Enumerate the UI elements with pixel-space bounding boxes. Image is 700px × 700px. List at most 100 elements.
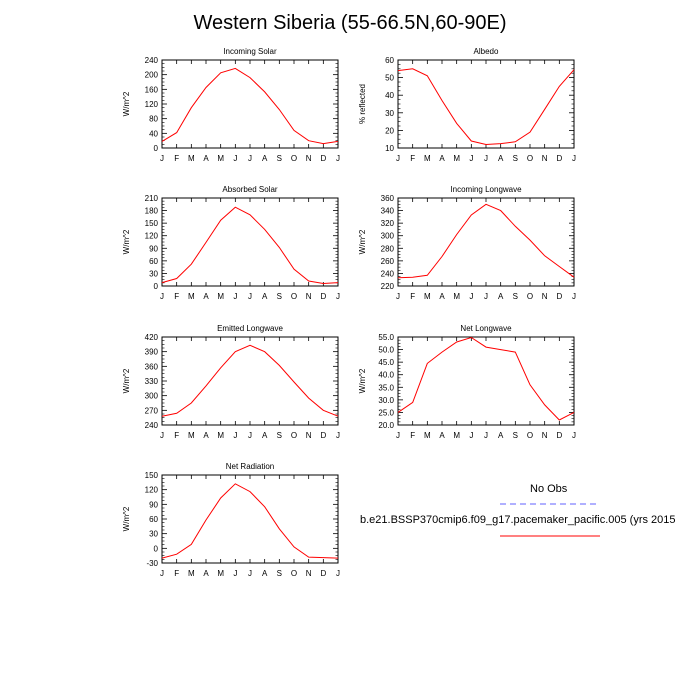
x-tick-label: M: [188, 569, 195, 578]
series-line-0: [161, 67, 339, 145]
y-tick-label: 30: [149, 530, 158, 539]
x-tick-label: A: [203, 292, 209, 301]
panel-title: Net Radiation: [226, 462, 274, 471]
x-tick-label: A: [262, 154, 268, 163]
x-tick-label: J: [233, 569, 237, 578]
plot-frame: [161, 336, 339, 426]
y-tick-label: 30.0: [378, 396, 394, 405]
x-tick-label: N: [542, 154, 548, 163]
x-tick-label: F: [410, 292, 415, 301]
y-axis-label: W/m^2: [358, 368, 367, 393]
y-tick-label: 120: [145, 100, 159, 109]
x-tick-label: J: [233, 292, 237, 301]
series-line-0: [397, 336, 575, 421]
y-tick-label: 90: [149, 500, 158, 509]
y-axis-label: W/m^2: [122, 229, 131, 254]
x-tick-label: A: [262, 292, 268, 301]
y-tick-label: 320: [381, 219, 395, 228]
y-axis-label: W/m^2: [122, 368, 131, 393]
x-tick-label: J: [484, 431, 488, 440]
y-tick-label: 160: [145, 85, 159, 94]
x-tick-label: M: [424, 431, 431, 440]
x-tick-label: O: [291, 569, 297, 578]
x-tick-label: J: [396, 292, 400, 301]
x-tick-label: M: [217, 292, 224, 301]
y-tick-label: 420: [145, 333, 159, 342]
x-tick-label: S: [513, 154, 518, 163]
y-tick-label: -30: [146, 559, 158, 568]
x-tick-label: F: [410, 154, 415, 163]
y-tick-label: 20.0: [378, 421, 394, 430]
x-tick-label: A: [203, 154, 209, 163]
y-tick-label: 25.0: [378, 408, 394, 417]
series-line-0: [161, 206, 339, 285]
x-tick-label: O: [291, 431, 297, 440]
y-tick-label: 60: [149, 257, 158, 266]
x-tick-label: F: [410, 431, 415, 440]
legend-model-label: b.e21.BSSP370cmip6.f09_g17.pacemaker_pac…: [360, 514, 676, 526]
x-tick-label: D: [320, 154, 326, 163]
y-tick-label: 280: [381, 244, 395, 253]
y-tick-label: 300: [145, 392, 159, 401]
y-tick-label: 60: [149, 515, 158, 524]
plot-frame: [161, 197, 339, 287]
x-tick-label: A: [498, 431, 504, 440]
y-tick-label: 50: [385, 74, 394, 83]
y-tick-label: 120: [145, 486, 159, 495]
y-tick-label: 10: [385, 144, 394, 153]
x-tick-label: J: [572, 292, 576, 301]
series-line-0: [161, 483, 339, 559]
x-tick-label: A: [498, 292, 504, 301]
y-tick-label: 50.0: [378, 346, 394, 355]
page-title: Western Siberia (55-66.5N,60-90E): [193, 12, 507, 34]
y-tick-label: 55.0: [378, 333, 394, 342]
x-tick-label: M: [424, 154, 431, 163]
x-tick-label: M: [217, 154, 224, 163]
y-tick-label: 30: [149, 269, 158, 278]
y-tick-label: 150: [145, 471, 159, 480]
y-tick-label: 35.0: [378, 383, 394, 392]
y-tick-label: 210: [145, 194, 159, 203]
panel-title: Net Longwave: [460, 324, 512, 333]
x-tick-label: J: [336, 569, 340, 578]
x-tick-label: M: [217, 569, 224, 578]
series-line-0: [397, 203, 575, 279]
x-tick-label: S: [277, 292, 282, 301]
y-tick-label: 340: [381, 207, 395, 216]
x-tick-label: J: [396, 154, 400, 163]
x-tick-label: J: [484, 154, 488, 163]
y-tick-label: 240: [145, 421, 159, 430]
x-tick-label: J: [233, 431, 237, 440]
plot-frame: [161, 59, 339, 149]
x-tick-label: J: [160, 431, 164, 440]
panel-title: Emitted Longwave: [217, 324, 283, 333]
x-tick-label: M: [188, 431, 195, 440]
y-tick-label: 390: [145, 348, 159, 357]
x-tick-label: M: [453, 154, 460, 163]
x-tick-label: J: [469, 292, 473, 301]
plot-frame: [397, 336, 575, 426]
x-tick-label: F: [174, 431, 179, 440]
y-tick-label: 300: [381, 232, 395, 241]
x-tick-label: S: [277, 154, 282, 163]
x-tick-label: J: [484, 292, 488, 301]
x-tick-label: M: [188, 292, 195, 301]
x-tick-label: M: [453, 292, 460, 301]
x-tick-label: F: [174, 569, 179, 578]
x-tick-label: D: [556, 292, 562, 301]
x-tick-label: J: [248, 154, 252, 163]
x-tick-label: N: [542, 292, 548, 301]
y-tick-label: 220: [381, 282, 395, 291]
y-tick-label: 240: [145, 56, 159, 65]
y-tick-label: 120: [145, 232, 159, 241]
x-tick-label: S: [277, 569, 282, 578]
panel-title: Absorbed Solar: [222, 185, 277, 194]
x-tick-label: J: [160, 569, 164, 578]
y-tick-label: 360: [145, 362, 159, 371]
y-tick-label: 270: [145, 406, 159, 415]
x-tick-label: S: [277, 431, 282, 440]
y-tick-label: 45.0: [378, 358, 394, 367]
x-tick-label: S: [513, 292, 518, 301]
y-tick-label: 80: [149, 115, 158, 124]
